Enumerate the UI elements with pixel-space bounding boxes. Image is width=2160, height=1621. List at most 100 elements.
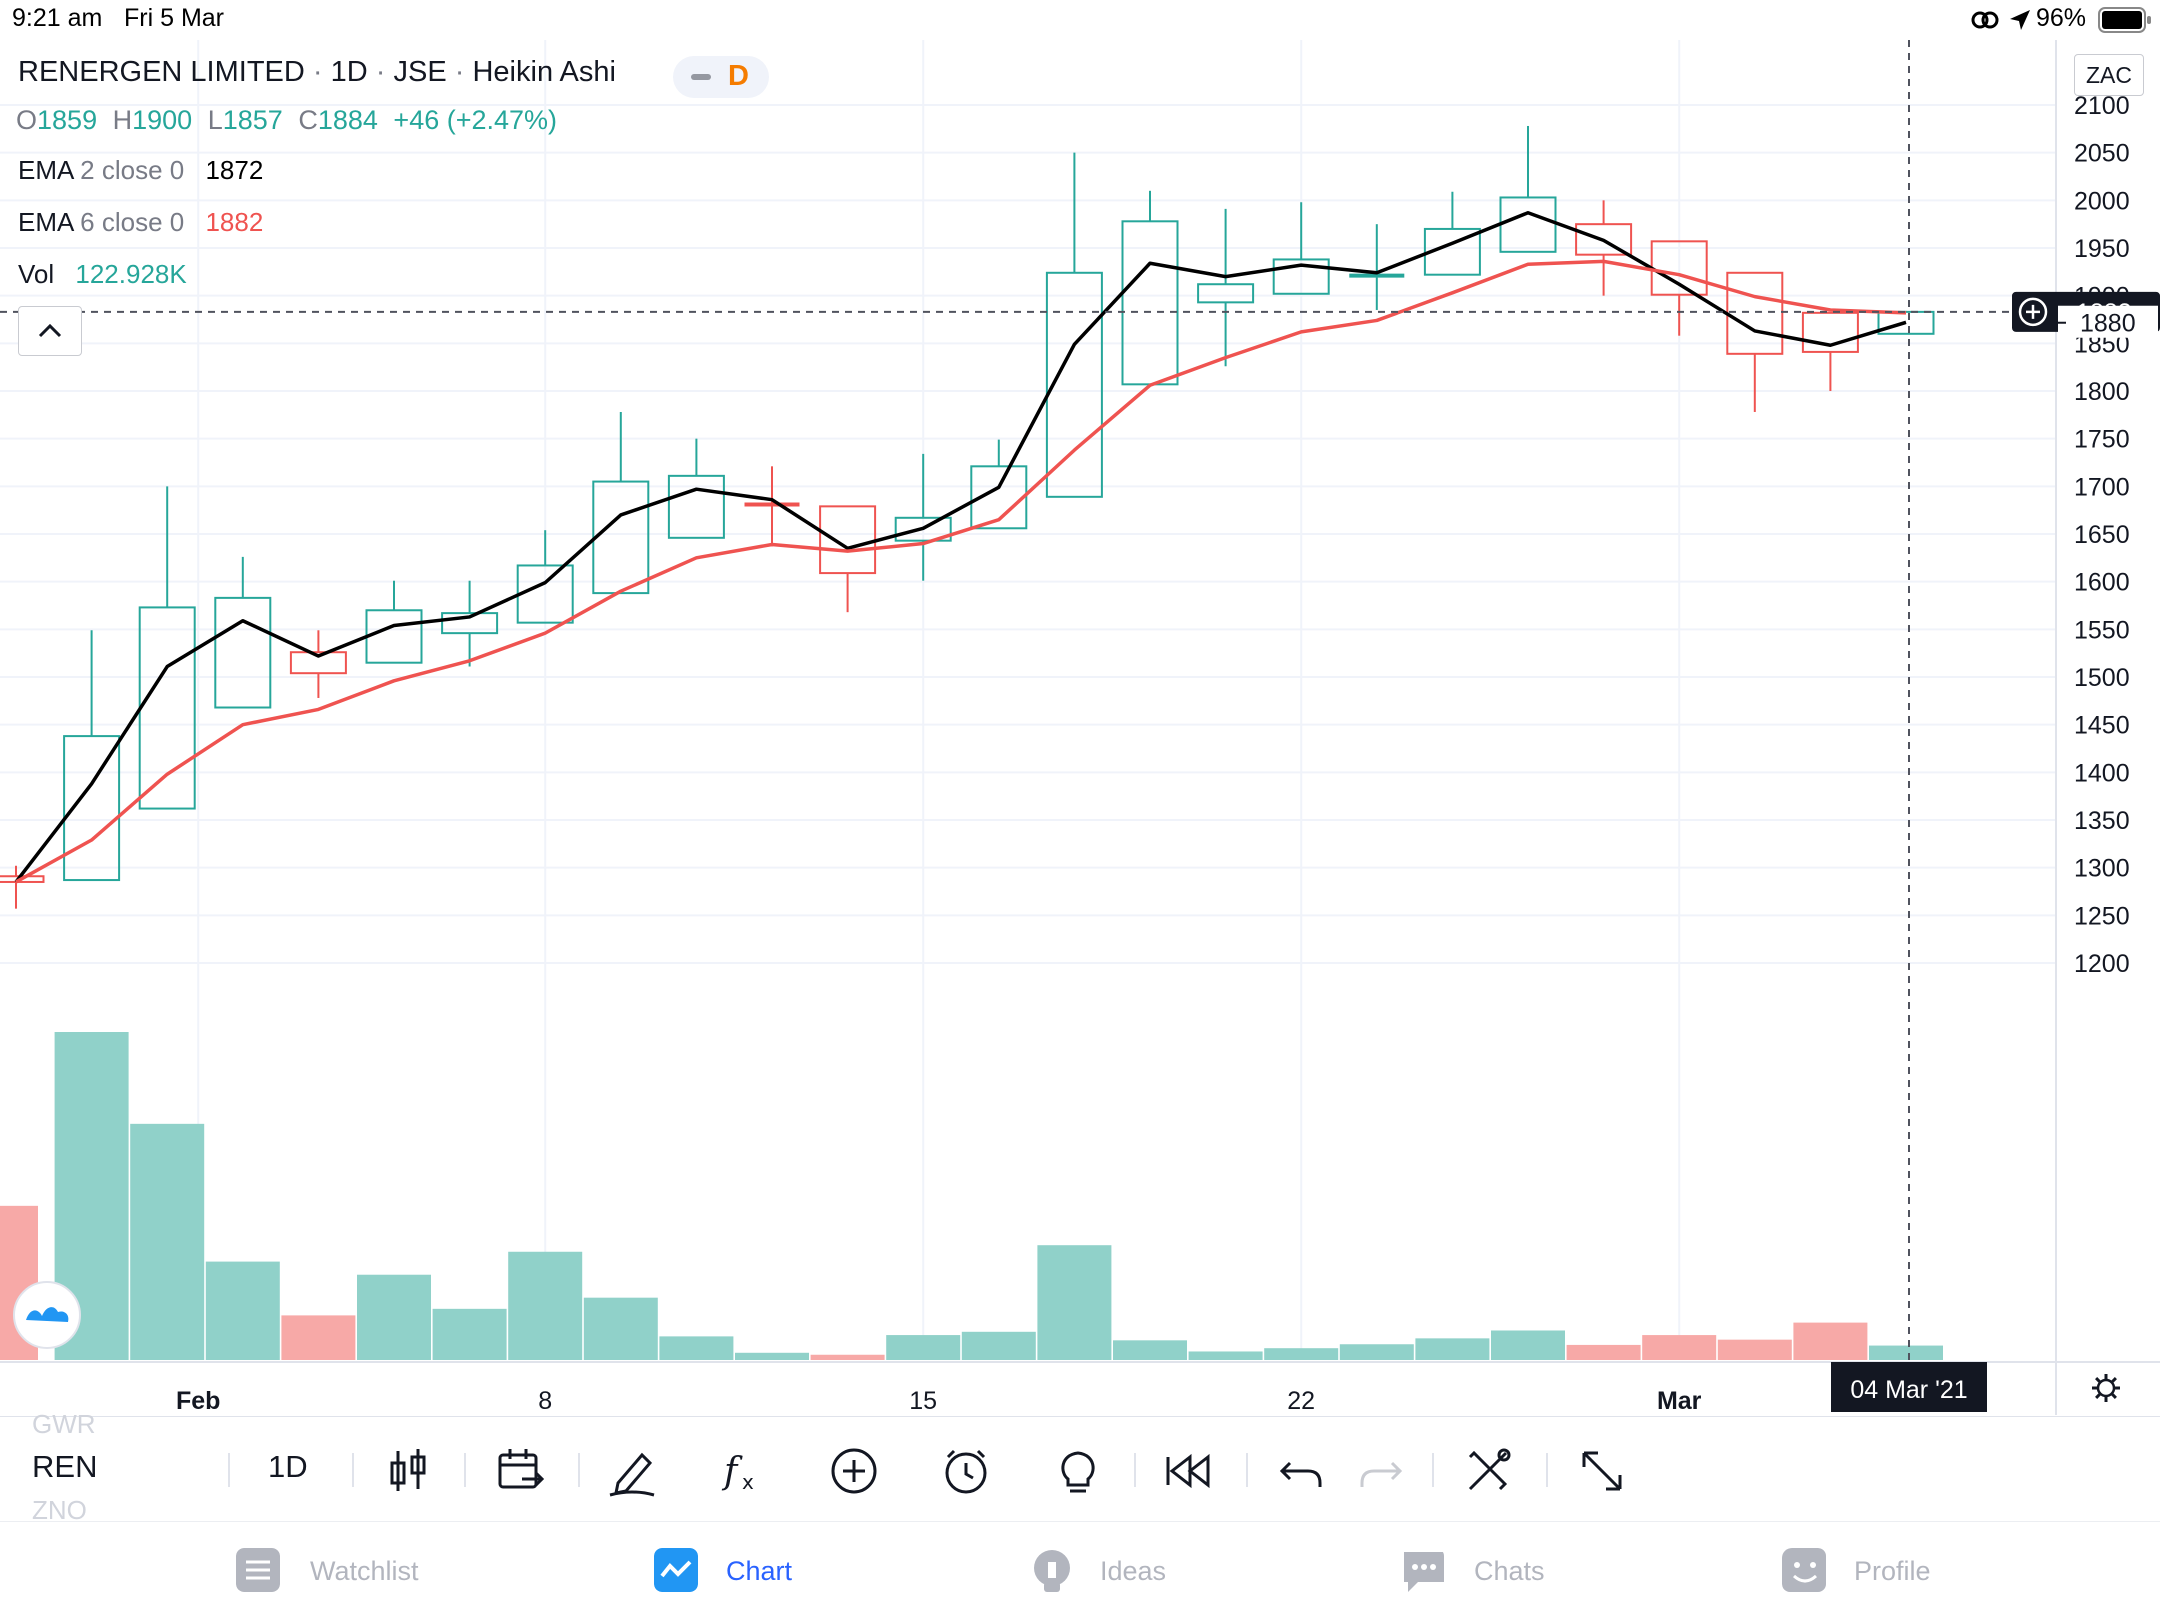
currency-label[interactable]: ZAC [2074, 54, 2144, 96]
gear-tooth [2095, 1377, 2101, 1383]
status-bar: 9:21 am Fri 5 Mar 96% [0, 0, 2160, 38]
cursor-price-badge [2058, 305, 2158, 338]
collapse-legend-button[interactable] [18, 306, 82, 356]
prev-symbol[interactable]: GWR [32, 1409, 96, 1439]
price-tick-label: 2050 [2074, 140, 2130, 168]
alarm-icon[interactable] [936, 1443, 996, 1497]
candle-body [667, 474, 725, 539]
time-tick-label: 8 [538, 1387, 552, 1415]
change-value: +46 (+2.47%) [393, 105, 558, 135]
candle-body [1423, 227, 1481, 276]
market-status-pill[interactable]: D [673, 56, 769, 98]
fullscreen-icon[interactable] [1574, 1443, 1634, 1497]
volume-bar [508, 1251, 583, 1360]
drawing-pen-icon[interactable] [604, 1443, 664, 1497]
volume-bar [130, 1123, 205, 1360]
volume-bar [583, 1297, 658, 1360]
candle [1045, 152, 1103, 498]
price-axis[interactable]: 2100205020001950190018501800175017001650… [2012, 40, 2160, 1415]
candle [516, 530, 574, 624]
ideas-icon [1034, 1550, 1070, 1592]
crosshair-date-badge: 04 Mar '21 [1831, 1362, 1987, 1412]
indicator-ema-2[interactable]: EMA 2 close 0 1872 [18, 155, 264, 185]
time-tick-label: 15 [909, 1387, 937, 1415]
candle [1121, 190, 1179, 386]
price-tick-label: 1800 [2074, 378, 2130, 406]
candle [1423, 191, 1481, 276]
candle-body [289, 651, 347, 675]
crosshair-plus-icon [2018, 297, 2048, 327]
candle [667, 438, 725, 539]
next-symbol[interactable]: ZNO [32, 1495, 87, 1525]
compare-icon[interactable] [492, 1443, 552, 1497]
tab-chart[interactable]: Chart [654, 1522, 854, 1621]
volume-value: 122.928K [75, 259, 187, 289]
candle-body [138, 606, 196, 810]
chart-type: Heikin Ashi [472, 56, 616, 88]
tools-icon[interactable] [1460, 1443, 1520, 1497]
high-value: 1900 [132, 105, 193, 135]
ema-2-line [14, 210, 1907, 884]
volume-bar [1491, 1330, 1565, 1360]
interval-button[interactable]: 1D [268, 1449, 308, 1484]
indicator-ema-6[interactable]: EMA 6 close 0 1882 [18, 207, 264, 237]
candle [1575, 200, 1633, 296]
tab-ideas[interactable]: Ideas [1030, 1522, 1230, 1621]
tab-chats[interactable]: Chats [1400, 1522, 1600, 1621]
indicator-volume[interactable]: Vol 122.928K [18, 259, 187, 289]
candle-body [214, 596, 272, 709]
status-date: Fri 5 Mar [124, 4, 224, 32]
tradingview-logo-icon[interactable] [12, 1280, 82, 1350]
candle [214, 556, 272, 709]
candle-body [1801, 311, 1859, 353]
tab-profile[interactable]: Profile [1782, 1522, 1982, 1621]
candle-body [894, 516, 952, 542]
status-time: 9:21 am [12, 4, 103, 32]
volume-bar [659, 1336, 734, 1360]
orientation-lock-icon [1971, 11, 1999, 29]
time-tick-label: 22 [1287, 1387, 1315, 1415]
chart-icon [654, 1548, 698, 1592]
tab-watchlist[interactable]: Watchlist [236, 1522, 456, 1621]
indicators-chart-type-icon[interactable] [380, 1443, 440, 1497]
price-chart[interactable]: 2100205020001950190018501800175017001650… [0, 40, 2160, 1415]
gear-tooth [2111, 1393, 2117, 1399]
volume-bar [1415, 1338, 1490, 1360]
toolbar-symbol[interactable]: REN [32, 1449, 98, 1484]
volume-bar [432, 1308, 507, 1360]
price-tick-label: 1750 [2074, 426, 2130, 454]
candle-body [592, 480, 650, 595]
close-value: 1884 [317, 105, 378, 135]
candle [819, 505, 877, 613]
price-tick-label: 2100 [2074, 92, 2130, 120]
candle [894, 453, 952, 581]
candle-body [365, 609, 423, 664]
minus-icon [691, 74, 711, 80]
ohlc-values: O1859 H1900 L1857 C1884 +46 (+2.47%) [16, 105, 558, 135]
volume-bar [1188, 1351, 1263, 1360]
ema-2-value: 1872 [205, 155, 264, 185]
settings-gear-icon[interactable] [2092, 1374, 2120, 1402]
idea-bulb-icon[interactable] [1048, 1443, 1108, 1497]
candle-body [1726, 271, 1784, 355]
chevron-up-icon [38, 323, 62, 338]
crosshair-date-badge-bg [1831, 1362, 1987, 1412]
undo-icon[interactable] [1272, 1443, 1332, 1497]
add-icon[interactable] [824, 1443, 884, 1497]
candle-body [970, 465, 1028, 530]
redo-icon[interactable] [1350, 1443, 1410, 1497]
volume-bar [1566, 1344, 1641, 1360]
symbol-name: RENERGEN LIMITED [18, 56, 305, 88]
time-axis[interactable]: Feb 8 15 22 Mar 04 Mar '21 [0, 1361, 2160, 1415]
volume-bar [357, 1274, 431, 1360]
volume-bar [1642, 1335, 1717, 1360]
price-tick-label: 1450 [2074, 712, 2130, 740]
battery-percentage: 96% [2036, 4, 2087, 32]
low-value: 1857 [222, 105, 283, 135]
price-tick-label: 1500 [2074, 664, 2130, 692]
tab-bar: Watchlist Chart Ideas Chats Profile [0, 1521, 2160, 1621]
symbol-title[interactable]: RENERGEN LIMITED · 1D · JSE · Heikin Ash… [18, 56, 616, 88]
replay-icon[interactable] [1160, 1443, 1220, 1497]
gear-ring [2096, 1378, 2116, 1398]
